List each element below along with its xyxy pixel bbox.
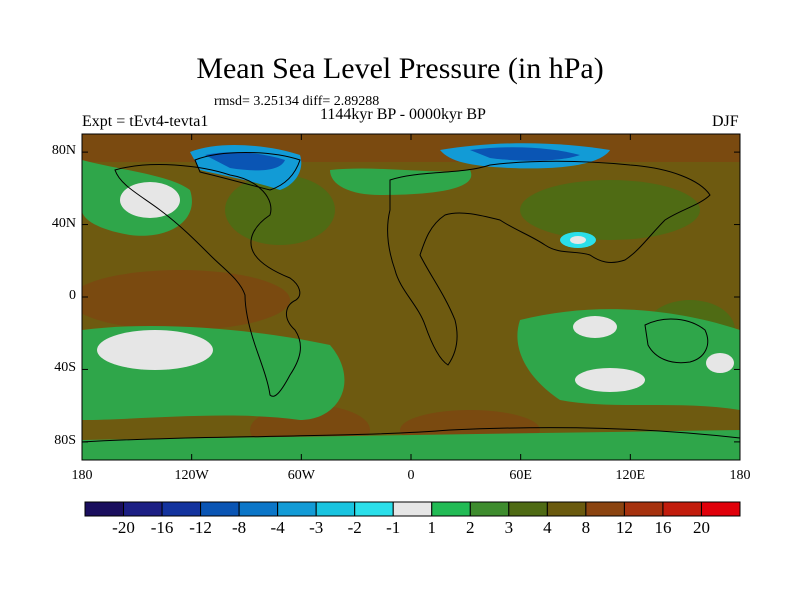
- coast-eurasia-africa: [387, 160, 711, 366]
- colorbar-box: [238, 501, 279, 517]
- field-greenland-core: [205, 152, 285, 171]
- coast-greenland: [194, 152, 301, 191]
- colorbar-box: [546, 501, 587, 517]
- field-scandinavia-core: [470, 147, 580, 161]
- field-tibet-core: [570, 236, 586, 244]
- map-title: Mean Sea Level Pressure (in hPa): [196, 52, 604, 85]
- lat-tick-label: 80S: [54, 432, 76, 448]
- lat-tick-label: 0: [69, 288, 76, 303]
- field-north-pacific-low: [120, 182, 180, 218]
- colorbar-level-label: 20: [692, 518, 710, 537]
- lon-tick-label: 180: [729, 468, 751, 483]
- colorbar-level-label: -12: [189, 518, 212, 537]
- lon-tick-label: 120E: [615, 468, 646, 483]
- season-label: DJF: [712, 113, 739, 130]
- field-south-indian-low: [575, 368, 645, 392]
- field-south-indian-band: [517, 309, 740, 410]
- colorbar: [84, 501, 741, 517]
- colorbar-level-label: -2: [347, 518, 362, 537]
- colorbar-box: [84, 501, 125, 517]
- colorbar-box: [277, 501, 317, 517]
- colorbar-box: [585, 501, 625, 517]
- colorbar-level-label: -1: [386, 518, 401, 537]
- colorbar-level-label: 8: [581, 518, 591, 537]
- field-north-atlantic-band: [330, 168, 472, 195]
- colorbar-level-label: -16: [150, 518, 174, 537]
- colorbar-box: [161, 501, 202, 517]
- colorbar-box: [508, 501, 548, 517]
- stats-label: rmsd= 3.25134 diff= 2.89288: [214, 94, 380, 109]
- colorbar-box: [700, 501, 741, 517]
- colorbar-level-label: 4: [543, 518, 552, 537]
- pressure-field: [82, 134, 740, 460]
- colorbar-level-label: -20: [112, 518, 135, 537]
- colorbar-level-label: -4: [270, 518, 285, 537]
- colorbar-box: [354, 501, 394, 517]
- field-pacific-high: [82, 270, 290, 330]
- colorbar-box: [392, 501, 433, 517]
- coastlines: [82, 152, 740, 443]
- lat-tick-label: 40S: [54, 360, 76, 376]
- lon-tick-label: 120W: [174, 468, 209, 483]
- field-northamerica: [225, 175, 335, 245]
- period-label: 1144kyr BP - 0000kyr BP: [320, 106, 486, 123]
- lon-tick-label: 180: [71, 468, 93, 483]
- lat-tick-label: 80N: [51, 143, 76, 159]
- colorbar-level-label: 16: [654, 518, 672, 537]
- colorbar-box: [469, 501, 510, 517]
- lon-tick-label: 60E: [509, 468, 532, 483]
- coast-australia: [644, 318, 709, 364]
- colorbar-level-label: 12: [615, 518, 633, 537]
- axis-ticks: [81, 134, 741, 460]
- colorbar-level-label: 1: [427, 518, 437, 537]
- colorbar-box: [431, 501, 471, 517]
- colorbar-level-label: 3: [504, 518, 514, 537]
- coast-americas: [114, 164, 301, 397]
- colorbar-box: [662, 501, 702, 517]
- experiment-label: Expt = tEvt4-tevta1: [82, 113, 209, 130]
- coast-antarctica: [82, 427, 740, 443]
- field-newzealand-low: [706, 353, 734, 373]
- colorbar-box: [315, 501, 356, 517]
- lon-tick-label: 0: [407, 468, 415, 483]
- colorbar-box: [200, 501, 240, 517]
- colorbar-box: [123, 501, 163, 517]
- colorbar-level-label: -8: [232, 518, 247, 537]
- colorbar-level-label: 2: [466, 518, 475, 537]
- lat-tick-label: 40N: [51, 215, 76, 231]
- field-south-pacific-low: [97, 330, 213, 370]
- field-indonesia-low: [573, 316, 617, 338]
- colorbar-box: [623, 501, 664, 517]
- field-antarctic-band: [82, 430, 740, 460]
- colorbar-level-label: -3: [309, 518, 324, 537]
- lon-tick-label: 60W: [287, 468, 315, 483]
- field-asia: [520, 180, 700, 240]
